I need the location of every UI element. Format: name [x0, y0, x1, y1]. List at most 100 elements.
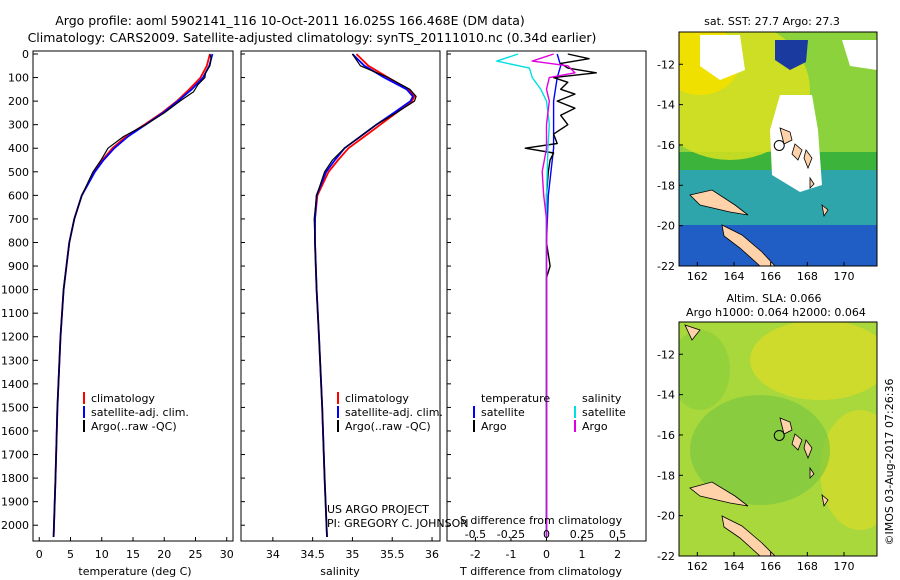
difference-legend: temperature satellite Argo salinity sate…	[473, 392, 626, 433]
depth-tick-label: 1100	[1, 307, 29, 320]
sst-map-axis: 162 164 166 168 170 -12 -14 -16 -18 -20 -22	[657, 58, 854, 283]
sst-cold-zone	[679, 225, 877, 266]
sst-vanuatu-islands	[779, 127, 829, 218]
credits-project: US ARGO PROJECT	[327, 503, 429, 516]
sst-new-caledonia	[721, 224, 776, 266]
map-lon-tick-label: 166	[760, 560, 781, 573]
depth-tick-label: 1900	[1, 496, 29, 509]
difference-s-x-tick-label: -0.5	[465, 528, 486, 541]
difference-s-x-tick-label: 0.25	[570, 528, 595, 541]
depth-tick-label: 1400	[1, 378, 29, 391]
sla-map-axis: 162 164 166 168 170 -12 -14 -16 -18 -20 -22	[657, 348, 854, 573]
map-lat-tick-label: -14	[657, 99, 675, 112]
s-difference-xlabel: S difference from climatology	[460, 514, 623, 527]
sla-coast-island	[689, 481, 749, 507]
sla-high-patch	[750, 322, 877, 400]
legend-climatology-label: climatology	[91, 392, 155, 405]
depth-tick-label: 500	[8, 166, 29, 179]
sst-cold-cell	[775, 40, 808, 70]
depth-tick-label: 1500	[1, 401, 29, 414]
map-lon-tick-label: 164	[724, 560, 745, 573]
map-lat-tick-label: -12	[657, 348, 675, 361]
salinity-xlabel: salinity	[320, 565, 360, 578]
map-lat-tick-label: -18	[657, 179, 675, 192]
map-lat-tick-label: -18	[657, 469, 675, 482]
legend-s-satellite-label: satellite	[582, 406, 626, 419]
series-line-satellite-adj-clim-	[52, 53, 214, 538]
series-line-climatology	[52, 53, 211, 538]
difference-plot: -2 -1 0 1 2 -0.5 -0.25 0 0.25 0.5	[465, 53, 626, 561]
sst-map-frame	[678, 31, 878, 267]
salinity-x-tick-label: 35.5	[380, 548, 405, 561]
salinity-x-tick-label: 34.5	[300, 548, 325, 561]
sla-new-caledonia	[721, 515, 776, 556]
sla-low-patch-west	[679, 330, 730, 410]
depth-tick-label: 900	[8, 260, 29, 273]
salinity-plot: 34 34.5 35 35.5 36	[266, 53, 439, 561]
temperature-x-tick-label: 25	[189, 548, 203, 561]
map-lat-tick-label: -20	[657, 510, 675, 523]
series-line-argo-raw-qc-	[313, 53, 417, 538]
depth-tick-label: 300	[8, 119, 29, 132]
depth-tick-label: 200	[8, 95, 29, 108]
depth-tick-label: 600	[8, 189, 29, 202]
legend-t-satellite-label: satellite	[481, 406, 525, 419]
map-lon-tick-label: 162	[687, 560, 708, 573]
map-lat-tick-label: -16	[657, 139, 675, 152]
imos-timestamp: ©IMOS 03-Aug-2017 07:26:36	[883, 379, 896, 546]
depth-tick-label: 100	[8, 72, 29, 85]
depth-tick-label: 0	[22, 48, 29, 61]
difference-t-x-tick-label: 1	[579, 548, 586, 561]
figure-title-line2: Climatology: CARS2009. Satellite-adjuste…	[28, 30, 597, 45]
sla-high-patch-east	[820, 410, 877, 530]
temperature-x-tick-label: 5	[67, 548, 74, 561]
sst-map-title: sat. SST: 27.7 Argo: 27.3	[704, 15, 840, 28]
series-line-climatology	[314, 53, 416, 538]
sla-map-title2: Argo h1000: 0.064 h2000: 0.064	[686, 306, 866, 319]
temperature-plot: 0 5 10 15 20 25 30	[36, 53, 234, 561]
depth-tick-label: 1000	[1, 284, 29, 297]
depth-tick-label: 400	[8, 142, 29, 155]
map-lat-tick-label: -14	[657, 389, 675, 402]
legend-satellite-label: satellite-adj. clim.	[91, 406, 189, 419]
temperature-x-tick-label: 30	[220, 548, 234, 561]
salinity-x-tick-label: 36	[425, 548, 439, 561]
map-lon-tick-label: 168	[797, 560, 818, 573]
temperature-x-tick-label: 10	[95, 548, 109, 561]
difference-t-x-tick-label: 2	[614, 548, 621, 561]
salinity-x-tick-label: 34	[266, 548, 280, 561]
sst-coast-island	[689, 189, 749, 216]
map-lon-tick-label: 170	[834, 270, 855, 283]
depth-tick-label: 1600	[1, 425, 29, 438]
difference-s-x-tick-label: -0.25	[497, 528, 525, 541]
difference-s-x-tick-label: 0	[543, 528, 550, 541]
temperature-x-tick-label: 20	[157, 548, 171, 561]
sla-low-patch	[690, 395, 830, 505]
salinity-legend: climatology satellite-adj. clim. Argo(..…	[337, 392, 443, 433]
legend-temperature-heading: temperature	[481, 392, 550, 405]
sla-vanuatu-islands	[684, 324, 829, 508]
legend-climatology-label: climatology	[345, 392, 409, 405]
temperature-x-tick-label: 15	[126, 548, 140, 561]
sst-cloud-mask	[700, 35, 877, 192]
figure-title-line1: Argo profile: aoml 5902141_116 10-Oct-20…	[55, 13, 525, 28]
depth-tick-label: 1700	[1, 449, 29, 462]
series-line-t-argo	[524, 53, 597, 537]
map-lon-tick-label: 168	[797, 270, 818, 283]
difference-t-x-tick-label: 0	[543, 548, 550, 561]
depth-tick-label: 1800	[1, 472, 29, 485]
sst-float-marker	[773, 139, 785, 151]
difference-t-x-tick-label: -1	[505, 548, 516, 561]
series-line-satellite-adj-clim-	[314, 53, 414, 538]
legend-argo-label: Argo(..raw -QC)	[91, 420, 177, 433]
temperature-legend: climatology satellite-adj. clim. Argo(..…	[83, 392, 189, 433]
map-lon-tick-label: 170	[834, 560, 855, 573]
depth-tick-label: 2000	[1, 519, 29, 532]
legend-satellite-label: satellite-adj. clim.	[345, 406, 443, 419]
temperature-x-tick-label: 0	[36, 548, 43, 561]
map-lat-tick-label: -22	[657, 550, 675, 563]
difference-t-x-tick-label: -2	[470, 548, 481, 561]
sla-float-marker	[773, 429, 785, 441]
depth-tick-label: 1300	[1, 354, 29, 367]
